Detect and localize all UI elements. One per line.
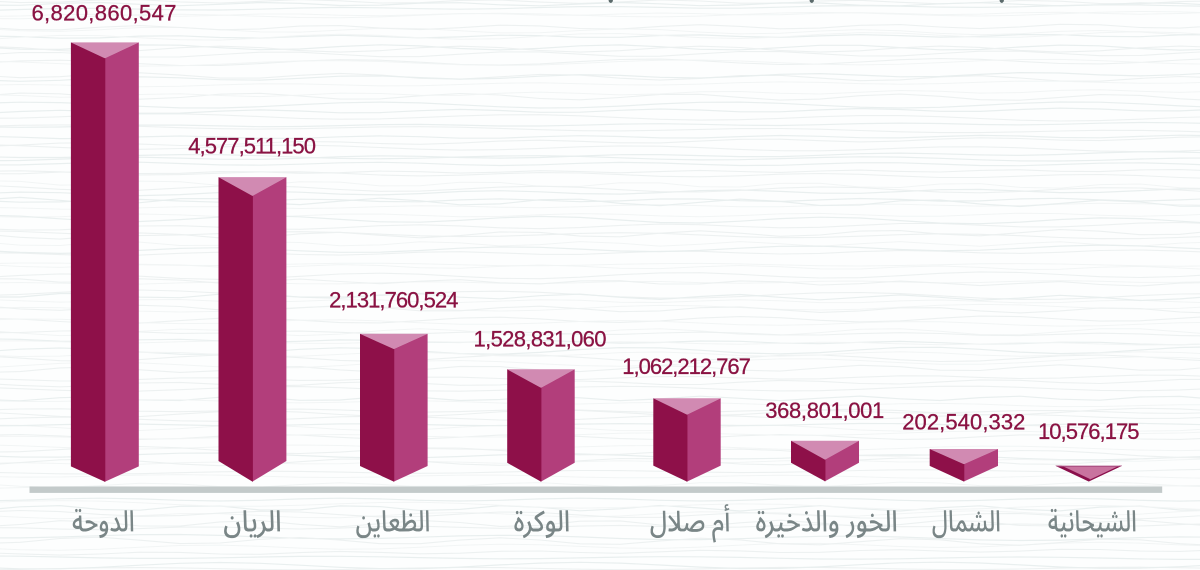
svg-text:368,801,001: 368,801,001 [765,398,884,423]
svg-text:1,528,831,060: 1,528,831,060 [474,326,607,351]
svg-text:4,577,511,150: 4,577,511,150 [188,133,316,158]
svg-text:2,131,760,524: 2,131,760,524 [329,288,458,313]
svg-text:10,576,175: 10,576,175 [1038,419,1140,444]
svg-text:202,540,332: 202,540,332 [902,409,1025,434]
svg-text:1,062,212,767: 1,062,212,767 [622,354,751,379]
svg-text:6,820,860,547: 6,820,860,547 [31,1,176,26]
